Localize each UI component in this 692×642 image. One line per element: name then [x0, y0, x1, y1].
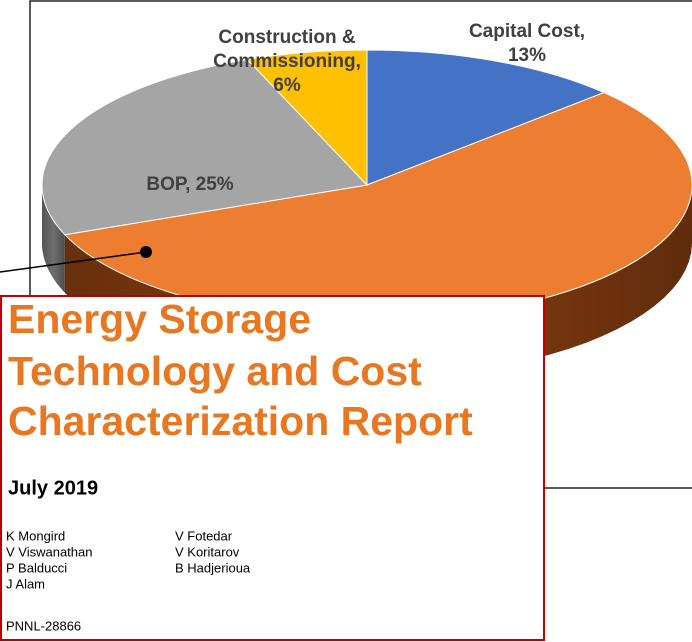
report-cover: Energy Storage Technology and Cost Chara…	[0, 295, 545, 641]
data-label: Construction &	[218, 27, 355, 48]
data-label: 6%	[273, 75, 301, 96]
report-number: PNNL-28866	[6, 618, 81, 633]
pie-slice	[41, 58, 369, 236]
date: July 2019	[8, 477, 98, 499]
title-line: Technology and Cost	[8, 348, 422, 394]
cover-box	[0, 295, 545, 641]
pie-slice	[246, 49, 368, 187]
data-label: 13%	[508, 45, 546, 66]
author: V Fotedar	[175, 528, 233, 543]
leader-line	[0, 251, 147, 273]
data-label: Commissioning,	[213, 51, 361, 72]
title-line: Energy Storage	[8, 296, 311, 342]
author: V Koritarov	[175, 544, 240, 559]
pie-slice	[366, 49, 606, 186]
data-label: Capital Cost,	[469, 21, 585, 42]
author: P Balducci	[6, 560, 67, 575]
title-line: Characterization Report	[8, 398, 473, 444]
author: V Viswanathan	[6, 544, 93, 559]
leader-dot	[140, 246, 152, 258]
author: B Hadjerioua	[175, 560, 251, 575]
author: K Mongird	[6, 528, 65, 543]
author: J Alam	[6, 576, 45, 591]
data-label: BOP, 25%	[146, 174, 233, 195]
